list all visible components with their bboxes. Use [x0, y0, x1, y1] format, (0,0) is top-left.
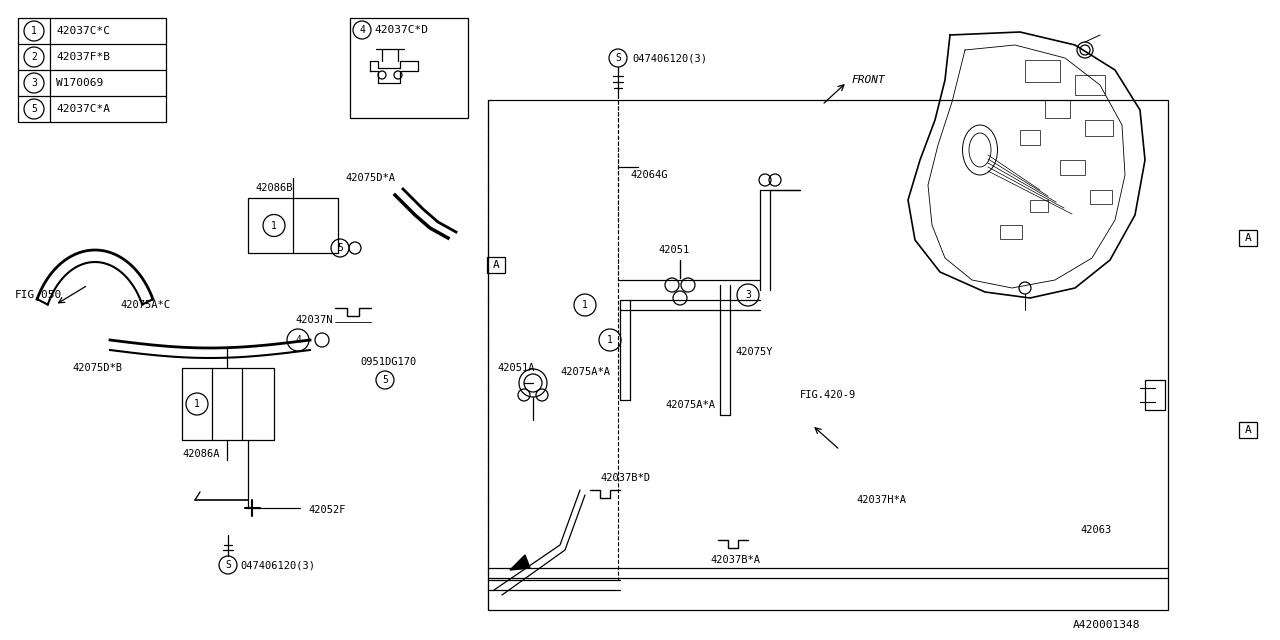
- Text: 42051: 42051: [658, 245, 689, 255]
- Bar: [1146, 380, 1165, 410]
- Text: 42037B*D: 42037B*D: [600, 473, 650, 483]
- Text: 42037C*D: 42037C*D: [374, 25, 428, 35]
- Text: 2: 2: [31, 52, 37, 62]
- Text: 42075A*C: 42075A*C: [120, 300, 170, 310]
- Bar: [488, 100, 1169, 610]
- Text: A: A: [493, 260, 499, 270]
- Text: 42075D*A: 42075D*A: [346, 173, 396, 183]
- Bar: [1030, 200, 1048, 212]
- Text: 42037N: 42037N: [294, 315, 333, 325]
- Text: 42063: 42063: [1080, 525, 1111, 535]
- Text: 1: 1: [195, 399, 200, 409]
- Text: S: S: [225, 560, 230, 570]
- Text: S: S: [616, 53, 621, 63]
- Text: FIG.420-9: FIG.420-9: [800, 390, 856, 400]
- Text: 1: 1: [582, 300, 588, 310]
- Text: 1: 1: [607, 335, 613, 345]
- Text: 42037C*C: 42037C*C: [56, 26, 110, 36]
- Text: 1: 1: [31, 26, 37, 36]
- Bar: [1239, 422, 1257, 438]
- Bar: [1000, 225, 1021, 239]
- Bar: [18, 18, 166, 122]
- Text: 42037C*A: 42037C*A: [56, 104, 110, 114]
- Text: 42064G: 42064G: [630, 170, 667, 180]
- Text: 42052F: 42052F: [308, 505, 346, 515]
- Text: A: A: [1244, 425, 1252, 435]
- Text: 42075A*A: 42075A*A: [666, 400, 716, 410]
- Text: 42051A: 42051A: [497, 363, 535, 373]
- Text: 42075A*A: 42075A*A: [561, 367, 611, 377]
- Text: 42037H*A: 42037H*A: [856, 495, 906, 505]
- Text: 1: 1: [271, 221, 276, 230]
- Bar: [1085, 120, 1114, 136]
- Bar: [1020, 130, 1039, 145]
- Bar: [1239, 230, 1257, 246]
- Text: 4: 4: [296, 335, 301, 345]
- Text: 42037B*A: 42037B*A: [710, 555, 760, 565]
- Text: 0951DG170: 0951DG170: [360, 357, 416, 367]
- Text: FIG.050: FIG.050: [15, 290, 63, 300]
- Text: 5: 5: [337, 243, 343, 253]
- Bar: [1044, 100, 1070, 118]
- Bar: [1091, 190, 1112, 204]
- Bar: [1075, 75, 1105, 95]
- Text: 4: 4: [360, 25, 365, 35]
- Text: 047406120(3): 047406120(3): [632, 53, 707, 63]
- Text: 5: 5: [31, 104, 37, 114]
- Text: A: A: [1244, 233, 1252, 243]
- Text: 42037F*B: 42037F*B: [56, 52, 110, 62]
- Text: 42075Y: 42075Y: [735, 347, 773, 357]
- Text: A420001348: A420001348: [1073, 620, 1140, 630]
- Text: W170069: W170069: [56, 78, 104, 88]
- Text: 42075D*B: 42075D*B: [72, 363, 122, 373]
- Text: 5: 5: [381, 375, 388, 385]
- Bar: [1025, 60, 1060, 82]
- Bar: [349, 18, 468, 118]
- Bar: [1060, 160, 1085, 175]
- Text: 3: 3: [745, 290, 751, 300]
- Text: 3: 3: [31, 78, 37, 88]
- Polygon shape: [509, 555, 530, 570]
- Text: 42086A: 42086A: [182, 449, 219, 459]
- Text: 42086B: 42086B: [255, 183, 293, 193]
- Text: 047406120(3): 047406120(3): [241, 560, 315, 570]
- Bar: [486, 257, 506, 273]
- Text: FRONT: FRONT: [851, 75, 884, 85]
